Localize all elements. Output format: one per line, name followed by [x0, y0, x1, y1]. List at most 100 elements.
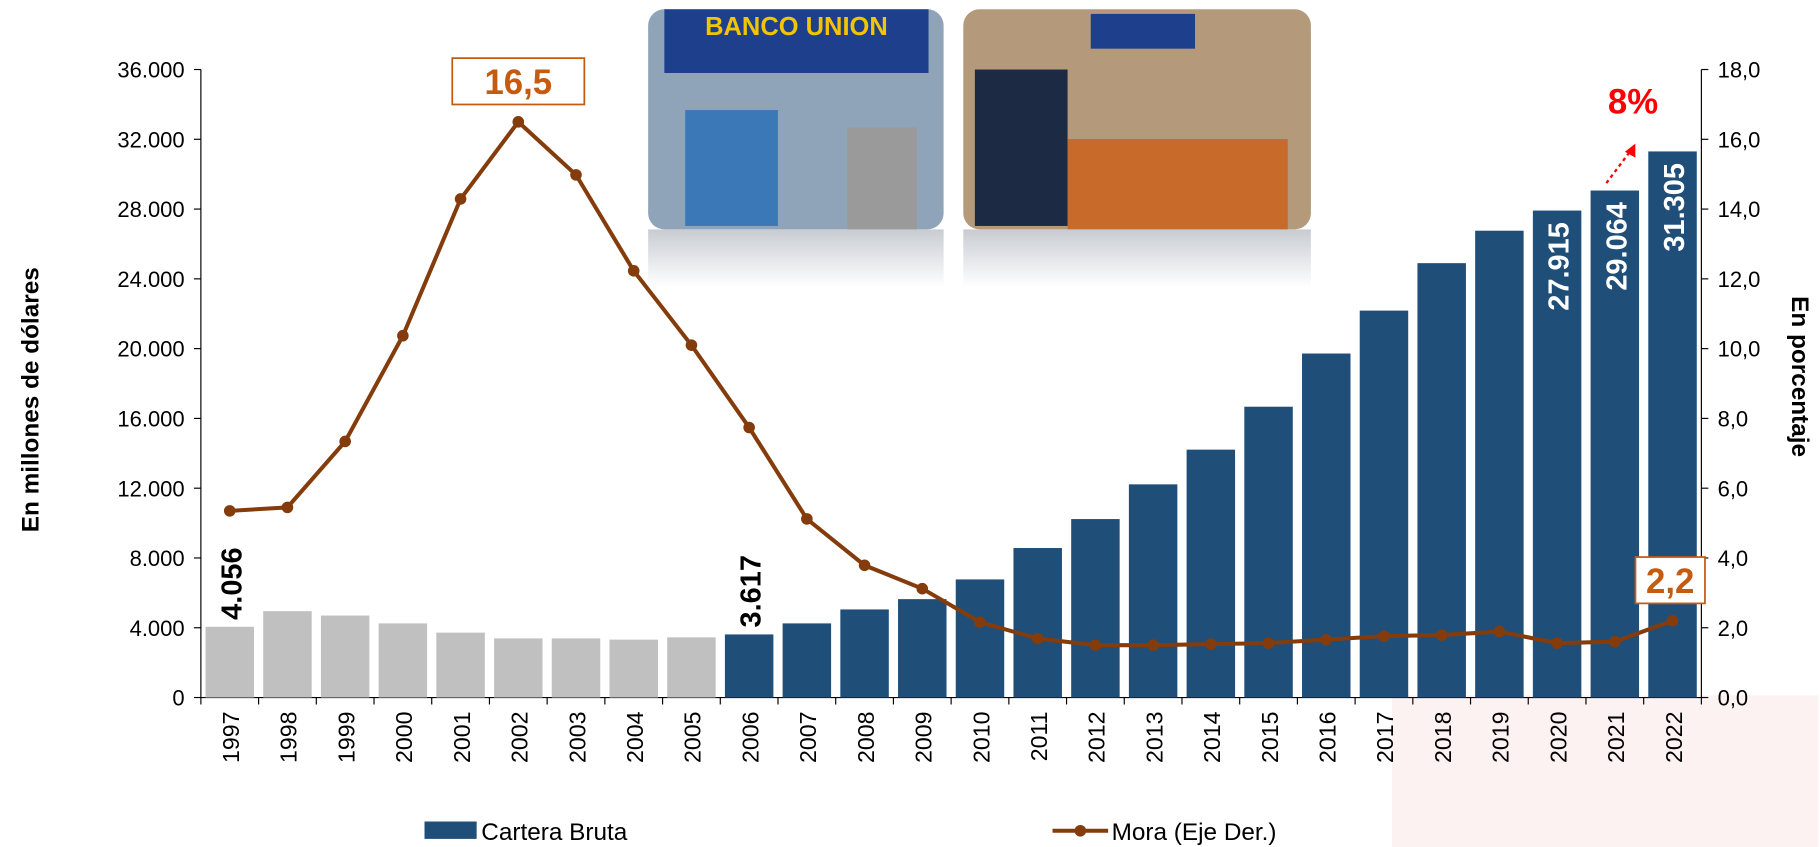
legend-label: Cartera Bruta — [481, 819, 627, 846]
bar — [782, 623, 832, 698]
line-marker — [1378, 630, 1390, 642]
line-marker — [223, 505, 236, 517]
bar — [263, 611, 312, 698]
bar-value-label: 31.305 — [1659, 163, 1691, 252]
y-axis-label: En millones de dólares — [18, 267, 45, 532]
line-marker — [339, 435, 351, 448]
line-marker — [1666, 614, 1679, 627]
line-marker — [1147, 639, 1159, 651]
y2-tick-label: 4,0 — [1718, 546, 1749, 571]
line-marker — [801, 513, 813, 525]
background-pattern — [1392, 695, 1819, 847]
line-value-box — [451, 57, 586, 106]
x-tick-label: 2015 — [1257, 711, 1283, 763]
y-tick-label: 12.000 — [117, 476, 184, 501]
bar — [1244, 406, 1293, 698]
x-tick-label: 2020 — [1545, 711, 1571, 763]
x-tick-label: 2008 — [853, 711, 879, 763]
x-tick-label: 2005 — [680, 711, 706, 763]
y2-tick-label: 2,0 — [1718, 616, 1749, 641]
bar — [1013, 548, 1062, 698]
line-marker — [1031, 632, 1044, 645]
x-tick-label: 1998 — [276, 711, 302, 763]
line-value-label: 2,2 — [1646, 563, 1694, 601]
x-tick-label: 2017 — [1372, 711, 1398, 763]
y-tick-label: 8.000 — [130, 546, 185, 571]
x-tick-label: 2006 — [737, 711, 763, 763]
bar — [1532, 210, 1582, 698]
line-marker — [1551, 637, 1563, 649]
y-tick-label: 36.000 — [117, 58, 184, 83]
x-tick-label: 2016 — [1315, 711, 1341, 763]
bar — [609, 639, 658, 698]
line-marker — [743, 421, 755, 434]
bar — [1071, 519, 1120, 698]
line-marker — [570, 169, 582, 181]
y2-tick-label: 12,0 — [1718, 267, 1761, 292]
line-marker — [685, 339, 698, 351]
line-marker — [1320, 633, 1333, 646]
x-tick-label: 2022 — [1661, 711, 1687, 763]
y2-tick-label: 14,0 — [1718, 197, 1761, 222]
line-marker — [627, 265, 640, 277]
x-tick-label: 2013 — [1141, 711, 1167, 763]
y2-tick-label: 18,0 — [1718, 58, 1761, 83]
y2-tick-label: 16,0 — [1718, 127, 1761, 152]
line — [229, 118, 1674, 648]
line-marker — [974, 616, 986, 628]
x-tick-label: 2002 — [507, 711, 533, 763]
bar — [724, 634, 774, 698]
x-tick-label: 2018 — [1430, 711, 1456, 763]
x-tick-label: 2010 — [968, 711, 994, 763]
line-marker — [1262, 637, 1275, 649]
bar — [955, 579, 1005, 698]
bar — [436, 632, 485, 698]
bar — [1475, 230, 1524, 698]
line-marker — [512, 116, 525, 128]
photo: BANCO UNION — [648, 9, 944, 288]
line-marker — [1205, 638, 1217, 650]
y-tick-label: 24.000 — [117, 267, 184, 292]
y-tick-label: 0 — [172, 686, 184, 711]
bar — [1302, 353, 1351, 698]
x-tick-label: 2001 — [449, 711, 475, 763]
x-tick-label: 2000 — [391, 711, 417, 763]
bar-value-label: 4.056 — [216, 547, 248, 619]
line-marker — [858, 559, 871, 572]
annotation-arrow — [1605, 149, 1632, 184]
bar — [494, 638, 543, 698]
bar — [1648, 151, 1697, 698]
line-marker — [397, 329, 409, 342]
bar — [1186, 449, 1236, 698]
bar — [1417, 263, 1466, 698]
annotation: 8% — [1608, 84, 1658, 122]
x-tick-label: 2014 — [1199, 711, 1225, 763]
x-tick-label: 2012 — [1084, 711, 1110, 763]
y-tick-label: 16.000 — [117, 407, 184, 432]
y-tick-label: 4.000 — [130, 616, 185, 641]
line-marker — [454, 193, 467, 205]
y-tick-label: 32.000 — [117, 127, 184, 152]
bar — [1128, 484, 1178, 698]
bar — [840, 609, 889, 698]
x-tick-label: 2009 — [911, 711, 937, 763]
bar-value-label: 3.617 — [736, 555, 768, 627]
bar — [205, 626, 254, 698]
annotation-arrowhead — [1624, 143, 1636, 158]
line-marker — [1435, 629, 1448, 641]
line-marker — [1493, 625, 1506, 638]
line-value-label: 16,5 — [484, 64, 552, 102]
x-tick-label: 2019 — [1488, 711, 1514, 763]
y2-tick-label: 0,0 — [1718, 686, 1749, 711]
bar — [1590, 190, 1640, 698]
bar — [378, 623, 428, 698]
y2-tick-label: 8,0 — [1718, 407, 1749, 432]
x-tick-label: 1999 — [333, 711, 359, 763]
legend-label: Mora (Eje Der.) — [1112, 819, 1277, 846]
line-marker — [1089, 639, 1102, 651]
x-tick-label: 2021 — [1603, 711, 1629, 763]
line-marker — [281, 501, 294, 514]
line-marker — [1609, 635, 1621, 648]
bar — [551, 638, 601, 698]
